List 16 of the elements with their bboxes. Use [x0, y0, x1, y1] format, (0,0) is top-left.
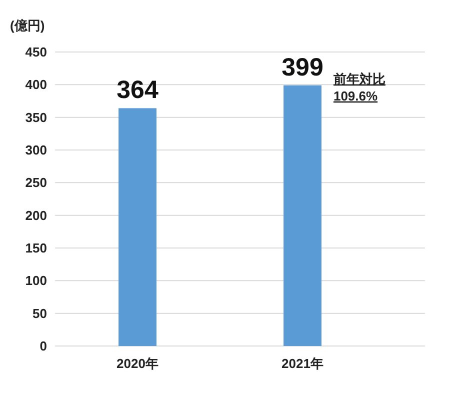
y-tick-label: 250	[25, 175, 47, 190]
data-label: 364	[116, 76, 158, 104]
data-label: 399	[282, 53, 324, 82]
y-tick-label: 150	[25, 240, 47, 256]
y-tick-label: 100	[25, 273, 47, 288]
x-tick-label: 2020年	[116, 356, 158, 371]
y-tick-label: 400	[25, 77, 47, 92]
y-axis-title: (億円)	[10, 18, 45, 33]
x-tick-label: 2021年	[282, 356, 324, 371]
y-tick-label: 200	[25, 208, 47, 223]
y-tick-label: 350	[25, 110, 47, 125]
y-tick-label: 50	[32, 306, 47, 321]
y-tick-label: 0	[40, 338, 47, 354]
y-tick-label: 450	[25, 44, 47, 60]
annotation: 前年対比 109.6%	[332, 71, 386, 104]
y-tick-label: 300	[25, 142, 47, 158]
